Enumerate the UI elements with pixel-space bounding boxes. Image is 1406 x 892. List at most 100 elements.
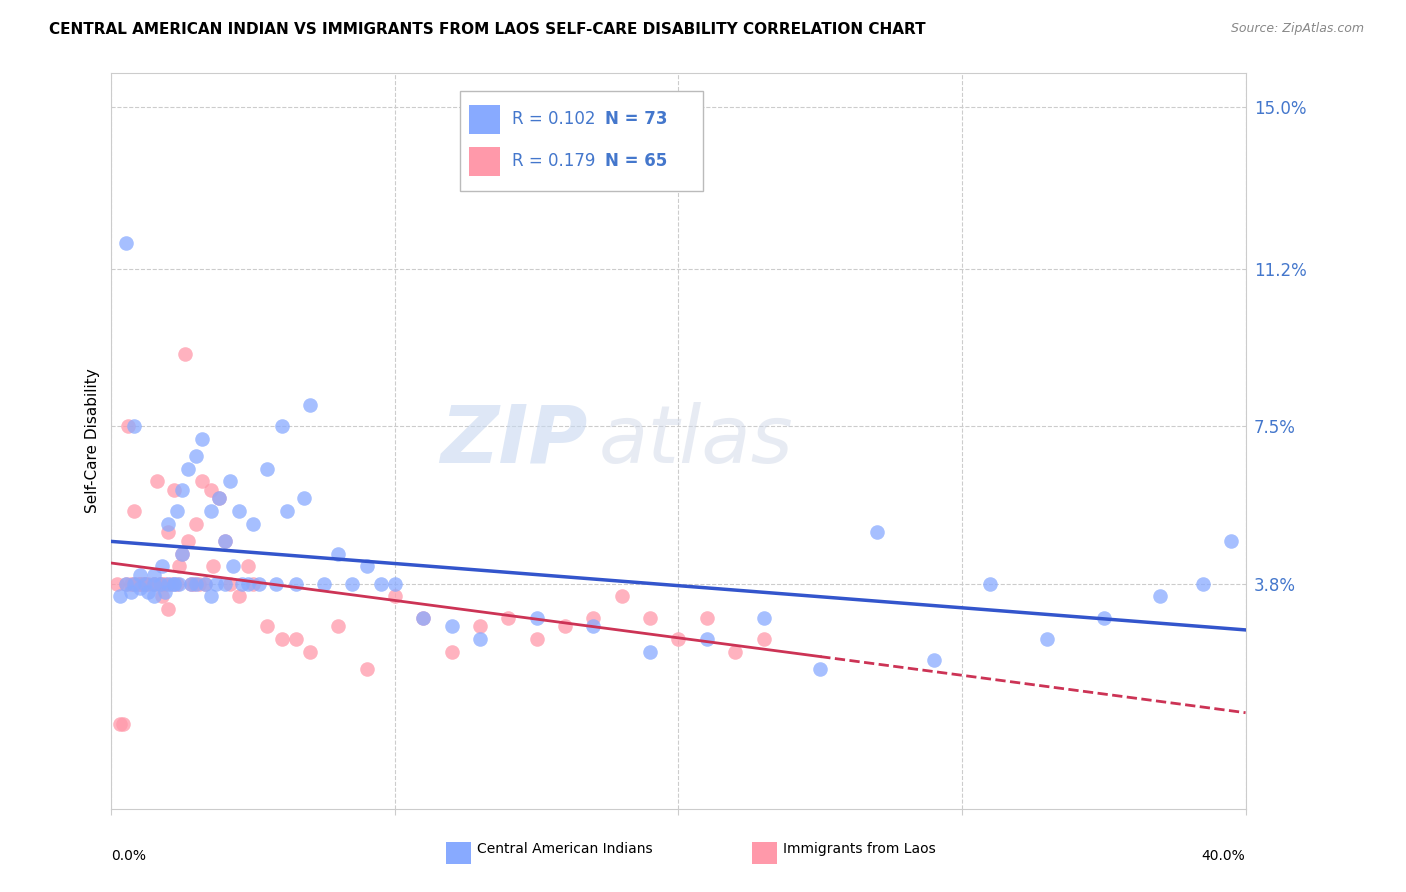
Bar	[468, 146, 501, 176]
Point	[134, 576, 156, 591]
Point	[157, 576, 180, 591]
Point	[696, 610, 718, 624]
Point	[122, 576, 145, 591]
Point	[214, 533, 236, 548]
Point	[155, 576, 177, 591]
Point	[498, 610, 520, 624]
Point	[142, 589, 165, 603]
Point	[752, 610, 775, 624]
Point	[356, 662, 378, 676]
Point	[200, 504, 222, 518]
Point	[370, 576, 392, 591]
Text: Source: ZipAtlas.com: Source: ZipAtlas.com	[1230, 22, 1364, 36]
Point	[155, 585, 177, 599]
Point	[146, 475, 169, 489]
Point	[163, 576, 186, 591]
FancyBboxPatch shape	[460, 91, 703, 191]
Point	[191, 475, 214, 489]
Y-axis label: Self-Care Disability: Self-Care Disability	[86, 368, 100, 514]
Point	[440, 619, 463, 633]
Point	[228, 504, 250, 518]
Point	[149, 576, 172, 591]
Point	[186, 449, 208, 463]
Point	[183, 576, 205, 591]
Point	[166, 504, 188, 518]
Point	[177, 533, 200, 548]
Point	[163, 576, 186, 591]
Point	[172, 547, 194, 561]
Text: N = 73: N = 73	[605, 111, 668, 128]
Point	[128, 581, 150, 595]
Point	[125, 576, 148, 591]
Point	[247, 576, 270, 591]
Point	[169, 559, 191, 574]
Point	[122, 419, 145, 434]
Point	[157, 525, 180, 540]
Bar	[468, 104, 501, 134]
Point	[270, 632, 292, 646]
Point	[180, 576, 202, 591]
Point	[752, 632, 775, 646]
Point	[200, 483, 222, 497]
Point	[149, 576, 172, 591]
Point	[208, 491, 231, 506]
Point	[142, 576, 165, 591]
Point	[152, 576, 174, 591]
Point	[638, 610, 661, 624]
Point	[172, 483, 194, 497]
Point	[264, 576, 287, 591]
Point	[236, 576, 259, 591]
Text: 0.0%: 0.0%	[111, 849, 146, 863]
Point	[384, 576, 406, 591]
Point	[172, 547, 194, 561]
Point	[554, 619, 576, 633]
Point	[200, 589, 222, 603]
Point	[128, 568, 150, 582]
Point	[205, 576, 228, 591]
Point	[312, 576, 335, 591]
Point	[236, 559, 259, 574]
Point	[219, 576, 242, 591]
Point	[214, 533, 236, 548]
Point	[157, 602, 180, 616]
Point	[356, 559, 378, 574]
Point	[696, 632, 718, 646]
Point	[186, 576, 208, 591]
Point	[186, 516, 208, 531]
Text: R = 0.179: R = 0.179	[512, 153, 595, 170]
Point	[108, 589, 131, 603]
Point	[214, 576, 236, 591]
Point	[342, 576, 364, 591]
Point	[1092, 610, 1115, 624]
Point	[128, 576, 150, 591]
Point	[292, 491, 315, 506]
Point	[412, 610, 434, 624]
Point	[163, 483, 186, 497]
Point	[136, 585, 159, 599]
Point	[284, 632, 307, 646]
Point	[128, 576, 150, 591]
Point	[582, 610, 605, 624]
Text: ZIP: ZIP	[440, 402, 588, 480]
Point	[922, 653, 945, 667]
Point	[231, 576, 253, 591]
Point	[166, 576, 188, 591]
Point	[468, 632, 491, 646]
Point	[242, 516, 264, 531]
Point	[219, 475, 242, 489]
Point	[152, 559, 174, 574]
Point	[180, 576, 202, 591]
Point	[1192, 576, 1215, 591]
Point	[114, 236, 136, 251]
Point	[194, 576, 217, 591]
Point	[328, 547, 350, 561]
Point	[638, 644, 661, 658]
Point	[134, 576, 156, 591]
Point	[284, 576, 307, 591]
Point	[114, 576, 136, 591]
Point	[724, 644, 747, 658]
Point	[384, 589, 406, 603]
Point	[114, 576, 136, 591]
Point	[142, 576, 165, 591]
Point	[177, 461, 200, 475]
